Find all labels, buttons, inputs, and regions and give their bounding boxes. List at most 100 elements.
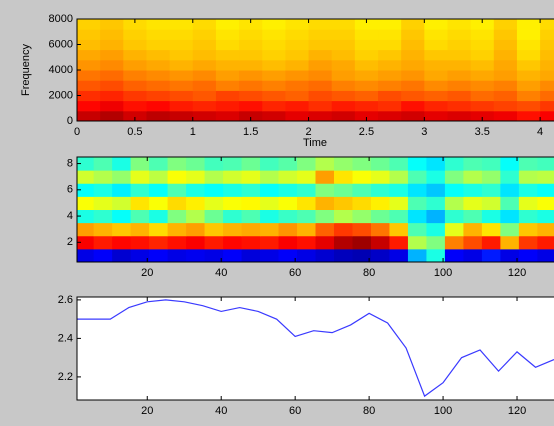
heatmap-cell (407, 196, 427, 210)
heatmap-cell (77, 183, 95, 197)
heatmap-cell (470, 49, 495, 61)
heatmap-cell (470, 19, 495, 30)
heatmap-cell (77, 209, 95, 224)
heatmap-cell (130, 209, 150, 224)
heatmap-cell (215, 39, 240, 51)
heatmap-cell (370, 222, 390, 237)
heatmap-cell (123, 29, 147, 40)
heatmap-cell (169, 39, 194, 51)
heatmap-cell (470, 59, 495, 71)
heatmap-cell (297, 209, 316, 224)
heatmap-cell (389, 248, 409, 262)
heatmap-cell (278, 209, 298, 224)
heatmap-cell (407, 248, 427, 262)
heatmap-cell (130, 170, 150, 184)
y-tick-label: 2.6 (58, 294, 73, 306)
heatmap-cell (146, 90, 171, 102)
heatmap-cell (77, 235, 95, 250)
heatmap-cell (239, 90, 263, 102)
axes-box (76, 296, 554, 401)
heatmap-cell (223, 235, 243, 250)
x-tick-label: 80 (363, 405, 375, 417)
heatmap-cell (333, 235, 353, 250)
heatmap-cell (370, 157, 390, 171)
heatmap-cell (169, 100, 194, 112)
x-axis-label: Time (303, 137, 327, 149)
heatmap-cell (77, 248, 95, 262)
heatmap-cell (518, 235, 538, 250)
heatmap-cell (378, 59, 402, 71)
heatmap-cell (123, 100, 147, 112)
heatmap-cell (540, 29, 554, 40)
heatmap-cell (215, 29, 240, 40)
heatmap-cell (354, 100, 379, 112)
heatmap-cell (100, 80, 124, 91)
heatmap-cell (262, 80, 286, 91)
heatmap-cell (146, 100, 171, 112)
heatmap-cell (516, 90, 541, 102)
heatmap-cell (149, 235, 169, 250)
heatmap-cell (285, 19, 310, 30)
heatmap-cell (223, 222, 243, 237)
heatmap-cell (308, 90, 333, 102)
heatmap-cell (426, 248, 446, 262)
heatmap-cell (370, 183, 390, 197)
heatmap-cell (315, 183, 335, 197)
heatmap-cell (333, 222, 353, 237)
heatmap-cell (239, 49, 263, 61)
x-tick-label: 3 (421, 126, 427, 138)
heatmap-cell (470, 80, 495, 91)
heatmap-cell (285, 100, 310, 112)
heatmap-cell (401, 70, 425, 81)
heatmap-cell (493, 100, 518, 112)
heatmap-cell (186, 170, 206, 184)
heatmap-cell (77, 39, 101, 51)
heatmap-cell (516, 19, 541, 30)
heatmap-cell (424, 19, 448, 30)
heatmap-cell (518, 209, 538, 224)
x-tick-label: 20 (141, 267, 153, 279)
heatmap-cell (333, 196, 353, 210)
heatmap-cell (241, 248, 261, 262)
y-tick-label: 8000 (49, 13, 73, 25)
heatmap-cell (186, 235, 206, 250)
heatmap-cell (352, 248, 372, 262)
heatmap-cell (447, 19, 472, 30)
heatmap-cell (518, 183, 538, 197)
heatmap-cell (192, 29, 217, 40)
line-series (77, 299, 554, 398)
heatmap-cell (426, 209, 446, 224)
x-tick-label: 40 (215, 405, 227, 417)
heatmap-cell (444, 170, 464, 184)
heatmap-cell (331, 90, 356, 102)
heatmap-cell (331, 49, 356, 61)
heatmap-cell (354, 70, 379, 81)
heatmap-cell (481, 209, 501, 224)
heatmap-cell (463, 196, 483, 210)
heatmap-cell (424, 39, 448, 51)
heatmap-cell (149, 157, 169, 171)
heatmap-cell (424, 70, 448, 81)
heatmap-cell (447, 100, 472, 112)
heatmap-cell (333, 209, 353, 224)
heatmap-cell (204, 235, 224, 250)
heatmap-cell (370, 209, 390, 224)
heatmap-cell (516, 100, 541, 112)
heatmap-cell (331, 80, 356, 91)
heatmap-cell (146, 80, 171, 91)
heatmap-cell (77, 157, 95, 171)
x-tick-label: 2.5 (359, 126, 374, 138)
heatmap-cell (401, 29, 425, 40)
heatmap-cell (192, 70, 217, 81)
x-tick-label: 1.5 (243, 126, 258, 138)
heatmap-cell (389, 170, 409, 184)
heatmap-cell (169, 90, 194, 102)
x-tick-label: 100 (434, 267, 452, 279)
heatmap-cell (262, 70, 286, 81)
heatmap-cell (463, 222, 483, 237)
heatmap-cell (149, 183, 169, 197)
heatmap-cell (389, 235, 409, 250)
heatmap-cell (389, 183, 409, 197)
heatmap-cell (315, 235, 335, 250)
heatmap-cell (169, 59, 194, 71)
